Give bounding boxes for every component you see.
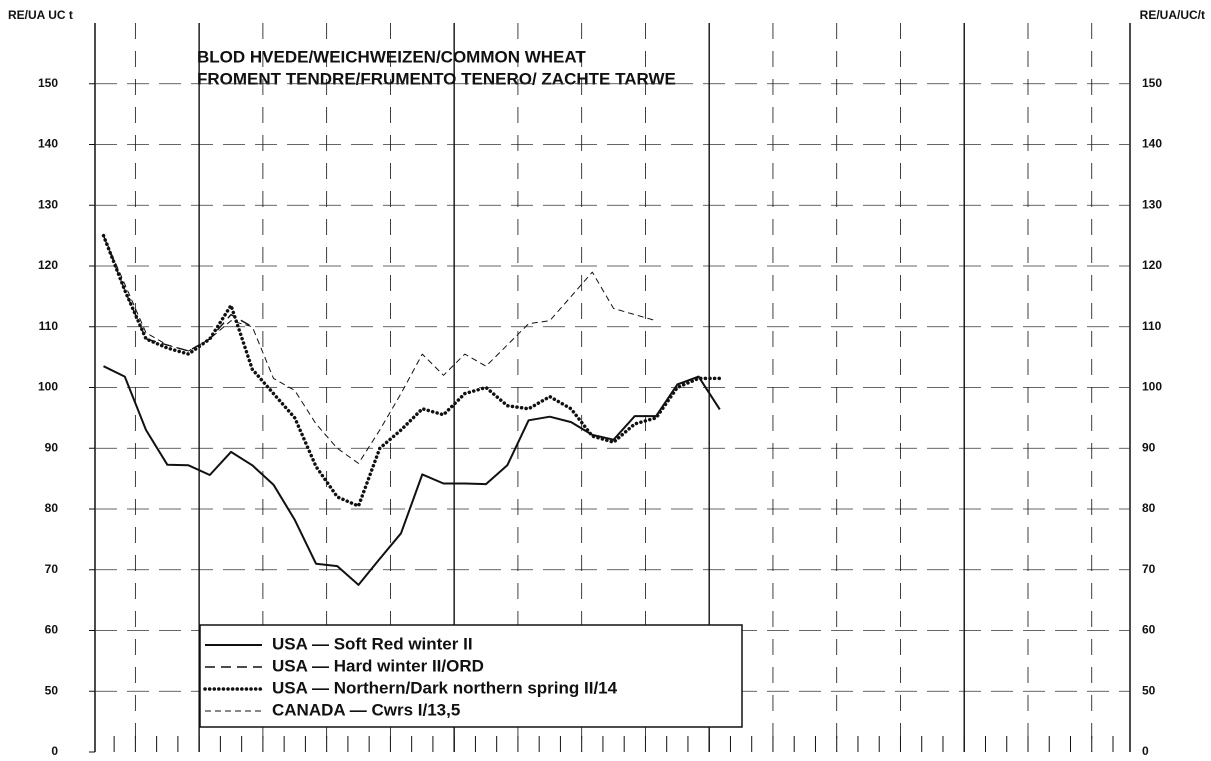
y2-tick-label: 60 bbox=[1142, 623, 1156, 637]
chart-title: BLOD HVEDE/WEICHWEIZEN/COMMON WHEAT bbox=[197, 47, 586, 66]
y-tick-label: 50 bbox=[45, 683, 59, 697]
series-line bbox=[101, 233, 722, 508]
legend-box bbox=[199, 624, 743, 728]
y2-tick-label: 150 bbox=[1142, 76, 1162, 90]
y-tick-label: 80 bbox=[45, 501, 59, 515]
y-tick-label: 140 bbox=[38, 137, 58, 151]
y-tick-label: 70 bbox=[45, 562, 59, 576]
y2-tick-label: 140 bbox=[1142, 137, 1162, 151]
y2-tick-label: 50 bbox=[1142, 683, 1156, 697]
y-tick-label: 100 bbox=[38, 380, 58, 394]
y-tick-label: 150 bbox=[38, 76, 58, 90]
y2-tick-label: 0 bbox=[1142, 744, 1149, 758]
y-tick-label: 130 bbox=[38, 197, 58, 211]
legend: USA — Soft Red winter II USA — Hard winte… bbox=[199, 624, 743, 728]
y-tick-label: 90 bbox=[45, 440, 59, 454]
y-tick-label: 110 bbox=[39, 319, 59, 333]
y2-tick-label: 120 bbox=[1142, 258, 1162, 272]
series-line bbox=[103, 235, 657, 464]
legend-label: USA — Soft Red winter II bbox=[272, 634, 473, 653]
y2-tick-label: 90 bbox=[1142, 440, 1156, 454]
series-line bbox=[102, 235, 253, 352]
legend-label: CANADA — Cwrs I/13,5 bbox=[272, 700, 460, 719]
y2-tick-label: 110 bbox=[1142, 319, 1162, 333]
y-tick-label: 60 bbox=[45, 623, 59, 637]
chart-title: FROMENT TENDRE/FRUMENTO TENERO/ ZACHTE T… bbox=[197, 69, 676, 88]
y2-tick-label: 80 bbox=[1142, 501, 1156, 515]
y-tick-label: 0 bbox=[51, 744, 58, 758]
legend-label: USA — Northern/Dark northern spring II/1… bbox=[272, 678, 618, 697]
y2-tick-label: 100 bbox=[1142, 380, 1162, 394]
y2-tick-label: 130 bbox=[1142, 197, 1162, 211]
y2-axis-label: RE/UA/UC/t bbox=[1140, 8, 1205, 22]
series-line bbox=[103, 365, 721, 586]
legend-label: USA — Hard winter II/ORD bbox=[272, 656, 484, 675]
y-tick-label: 120 bbox=[38, 258, 58, 272]
y-axis-label: RE/UA UC t bbox=[8, 8, 73, 22]
y2-tick-label: 70 bbox=[1142, 562, 1156, 576]
